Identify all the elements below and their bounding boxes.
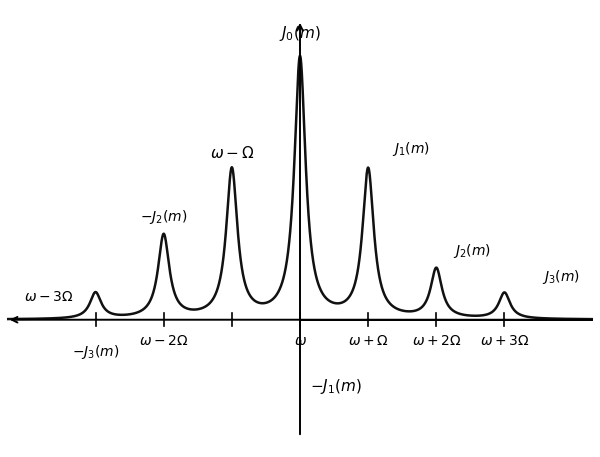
Text: $\omega-2\Omega$: $\omega-2\Omega$	[139, 334, 188, 348]
Text: $\omega-\Omega$: $\omega-\Omega$	[209, 145, 254, 161]
Text: $J_1(m)$: $J_1(m)$	[392, 140, 430, 158]
Text: $J_0(m)$: $J_0(m)$	[279, 24, 321, 43]
Text: $\omega-3\Omega$: $\omega-3\Omega$	[24, 290, 74, 304]
Text: $\omega+2\Omega$: $\omega+2\Omega$	[412, 334, 461, 348]
Text: $-J_2(m)$: $-J_2(m)$	[140, 208, 187, 226]
Text: $\omega$: $\omega$	[293, 334, 307, 348]
Text: $-J_1(m)$: $-J_1(m)$	[310, 377, 362, 396]
Text: $\omega+3\Omega$: $\omega+3\Omega$	[479, 334, 529, 348]
Text: $J_2(m)$: $J_2(m)$	[454, 242, 491, 260]
Text: $-J_3(m)$: $-J_3(m)$	[72, 343, 119, 361]
Text: $\omega+\Omega$: $\omega+\Omega$	[348, 334, 389, 348]
Text: $J_3(m)$: $J_3(m)$	[542, 268, 580, 286]
